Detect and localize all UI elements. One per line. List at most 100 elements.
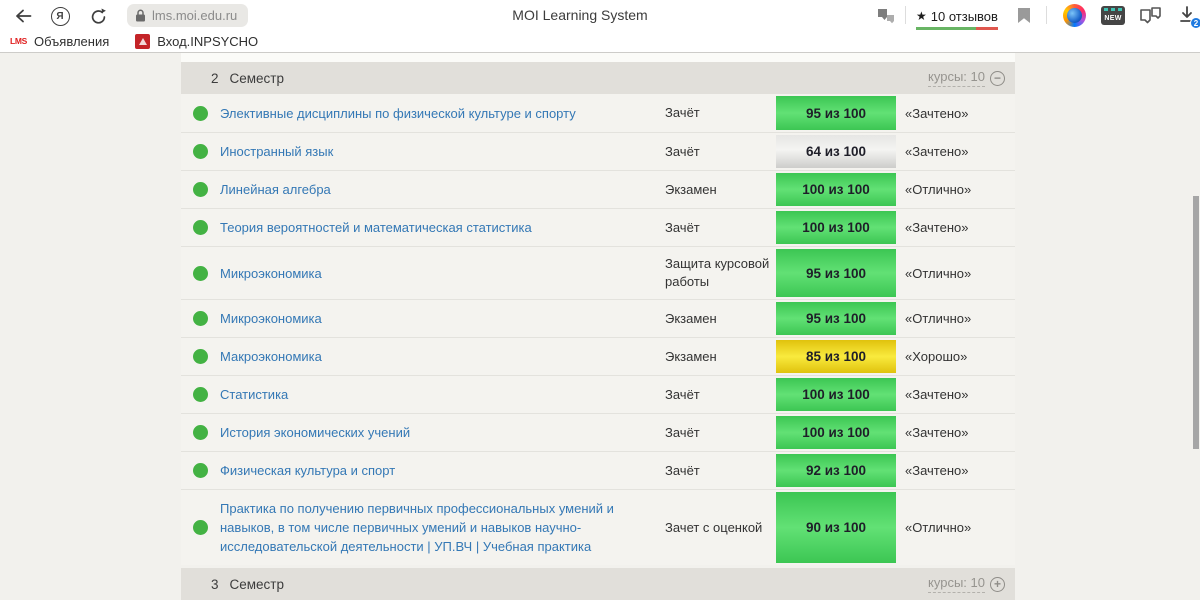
rating-label: 10 отзывов <box>930 8 998 24</box>
course-assessment-type: Защита курсовой работы <box>665 256 770 289</box>
score-cell: 95 из 100 <box>776 300 896 337</box>
bookmark-announcements[interactable]: LMS Объявления <box>10 34 109 49</box>
status-dot-cell <box>181 105 220 121</box>
yandex-home-button[interactable]: Я <box>47 3 73 29</box>
course-assessment-type: Зачёт <box>665 143 700 159</box>
refresh-button[interactable] <box>85 3 111 29</box>
table-row: Иностранный язык Зачёт 64 из 100 «Зачтен… <box>181 132 1015 170</box>
score-cell: 92 из 100 <box>776 452 896 489</box>
course-link[interactable]: Элективные дисциплины по физической куль… <box>220 105 576 121</box>
course-grade: «Зачтено» <box>905 105 969 121</box>
pin-badges-glyph <box>878 9 894 24</box>
table-row: Статистика Зачёт 100 из 100 «Зачтено» <box>181 375 1015 413</box>
downloads-count-badge: 2 <box>1190 17 1200 29</box>
score-cell: 95 из 100 <box>776 94 896 132</box>
course-status-icon <box>193 349 208 364</box>
bookmark-inpsycho-login[interactable]: Вход.INPSYCHO <box>135 33 258 49</box>
course-grade: «Зачтено» <box>905 144 969 159</box>
semester-grades-panel: 2 Семестр курсы: 10 − Элективные дисципл… <box>181 53 1015 600</box>
table-top-strip <box>181 53 1015 62</box>
course-link[interactable]: Практика по получению первичных професси… <box>220 501 614 554</box>
status-dot-cell <box>181 387 220 402</box>
rating-bar <box>916 27 998 30</box>
back-button[interactable] <box>10 3 36 29</box>
semester-title: Семестр <box>229 70 285 86</box>
browser-chrome: Я lms.moi.edu.ru MOI Learning System <box>0 0 1200 53</box>
course-link[interactable]: Микроэкономика <box>220 311 322 326</box>
course-assessment-type: Зачёт <box>665 219 700 235</box>
inpsycho-logo-glyph <box>138 37 147 45</box>
status-dot-cell <box>181 182 220 197</box>
page-title: MOI Learning System <box>512 7 648 23</box>
browser-extension-icon[interactable] <box>1063 4 1086 27</box>
semester-title: Семестр <box>229 576 285 592</box>
downloads-button[interactable]: 2 <box>1178 5 1200 29</box>
course-name-cell: Микроэкономика <box>220 255 665 292</box>
score-badge: 100 из 100 <box>776 211 896 244</box>
score-badge: 95 из 100 <box>776 249 896 297</box>
course-status-icon <box>193 425 208 440</box>
score-cell: 64 из 100 <box>776 133 896 170</box>
lms-page: 2 Семестр курсы: 10 − Элективные дисципл… <box>0 53 1200 600</box>
course-name-cell: История экономических учений <box>220 414 665 451</box>
collections-icon[interactable] <box>1139 6 1162 30</box>
table-row: Физическая культура и спорт Зачёт 92 из … <box>181 451 1015 489</box>
score-badge: 64 из 100 <box>776 135 896 168</box>
site-badges-icon[interactable] <box>876 7 896 29</box>
course-grade: «Отлично» <box>905 520 972 535</box>
inpsycho-favicon <box>135 33 151 49</box>
back-arrow-icon <box>15 9 31 23</box>
expand-icon: + <box>990 576 1005 592</box>
lms-favicon: LMS <box>10 36 28 46</box>
marquee-dashes <box>1104 8 1122 11</box>
courses-count-label: курсы: 10 <box>928 69 985 87</box>
course-status-icon <box>193 182 208 197</box>
score-cell: 95 из 100 <box>776 247 896 299</box>
new-badge-text: NEW <box>1104 15 1122 22</box>
status-dot-cell <box>181 463 220 478</box>
course-link[interactable]: Макроэкономика <box>220 349 322 364</box>
course-name-cell: Линейная алгебра <box>220 171 665 208</box>
status-dot-cell <box>181 311 220 326</box>
course-link[interactable]: Иностранный язык <box>220 144 334 159</box>
course-status-icon <box>193 105 208 121</box>
table-row: Элективные дисциплины по физической куль… <box>181 94 1015 132</box>
semester-2-toggle[interactable]: курсы: 10 − <box>928 69 1005 87</box>
table-row: Теория вероятностей и математическая ста… <box>181 208 1015 246</box>
course-grade: «Зачтено» <box>905 463 969 478</box>
collapse-icon: − <box>990 70 1005 86</box>
status-dot-cell <box>181 265 220 281</box>
course-name-cell: Практика по получению первичных професси… <box>220 490 665 565</box>
course-status-icon <box>193 220 208 235</box>
course-status-icon <box>193 387 208 402</box>
course-link[interactable]: Микроэкономика <box>220 265 322 281</box>
course-link[interactable]: Статистика <box>220 387 289 402</box>
site-rating[interactable]: ★ 10 отзывов <box>916 4 998 30</box>
table-row: История экономических учений Зачёт 100 и… <box>181 413 1015 451</box>
course-link[interactable]: Физическая культура и спорт <box>220 463 396 478</box>
score-badge: 85 из 100 <box>776 340 896 373</box>
course-link[interactable]: История экономических учений <box>220 425 411 440</box>
new-extension-icon[interactable]: NEW <box>1101 6 1125 25</box>
course-status-icon <box>193 144 208 159</box>
bookmark-icon[interactable] <box>1018 8 1030 23</box>
lock-icon <box>136 9 145 22</box>
semester-3-toggle[interactable]: курсы: 10 + <box>928 575 1005 593</box>
address-bar[interactable]: lms.moi.edu.ru <box>127 4 248 27</box>
table-row: Микроэкономика Защита курсовой работы 95… <box>181 246 1015 299</box>
course-name-cell: Статистика <box>220 376 665 413</box>
course-link[interactable]: Линейная алгебра <box>220 182 331 197</box>
course-status-icon <box>193 265 208 281</box>
course-grade: «Отлично» <box>905 182 972 197</box>
score-cell: 100 из 100 <box>776 414 896 451</box>
course-assessment-type: Зачёт <box>665 386 700 402</box>
course-status-icon <box>193 463 208 478</box>
status-dot-cell <box>181 520 220 535</box>
status-dot-cell <box>181 144 220 159</box>
semester-2-header: 2 Семестр курсы: 10 − <box>181 62 1015 94</box>
course-assessment-type: Экзамен <box>665 310 717 326</box>
collections-glyph <box>1140 7 1161 24</box>
score-cell: 100 из 100 <box>776 171 896 208</box>
scrollbar-thumb[interactable] <box>1193 196 1199 449</box>
course-link[interactable]: Теория вероятностей и математическая ста… <box>220 220 532 235</box>
